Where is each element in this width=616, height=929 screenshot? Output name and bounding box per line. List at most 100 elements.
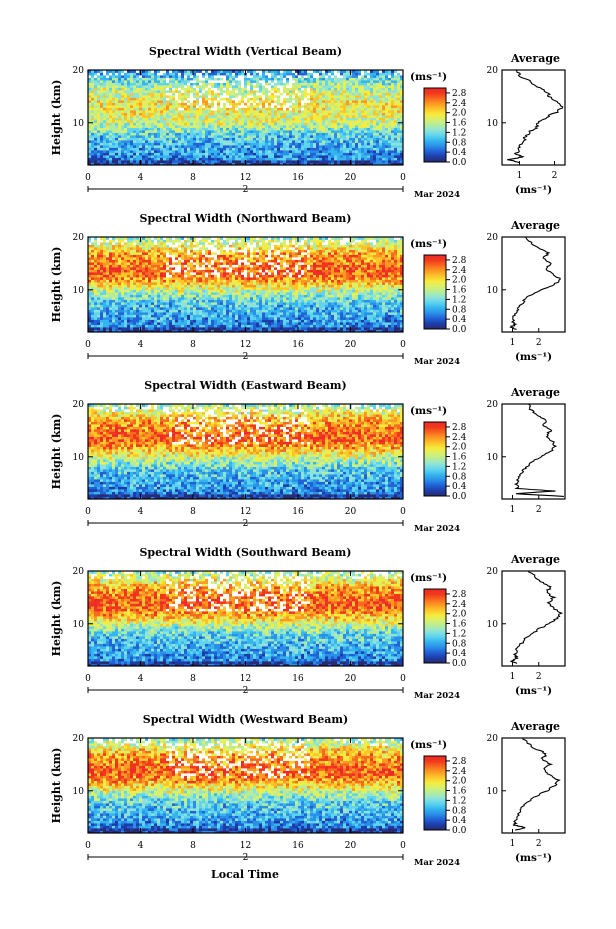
colorbar-tick-label: 0.8	[452, 138, 467, 148]
x-tick-label: 8	[190, 173, 196, 183]
colorbar-tick-label: 2.4	[452, 600, 467, 610]
x-tick-label: 16	[292, 173, 304, 183]
colorbar-tick-label: 2.4	[452, 433, 467, 443]
profile-y-tick-label: 10	[487, 453, 499, 463]
x-tick-label: 0	[85, 841, 91, 851]
y-tick-label: 20	[73, 233, 85, 243]
panel-3: Spectral Width (Eastward Beam)2010Height…	[50, 379, 566, 534]
panel-5: Spectral Width (Westward Beam)2010Height…	[50, 713, 566, 868]
colorbar-tick-label: 2.0	[452, 610, 467, 620]
colorbar	[423, 755, 447, 831]
day-label: 2	[243, 686, 249, 696]
colorbar-unit: (ms⁻¹)	[410, 739, 447, 751]
colorbar-tick-label: 2.8	[452, 256, 467, 266]
x-tick-label: 4	[138, 674, 144, 684]
colorbar	[423, 87, 447, 163]
colorbar-tick-label: 2.8	[452, 423, 467, 433]
profile-y-tick-label: 20	[487, 734, 499, 744]
colorbar-tick-label: 1.6	[452, 453, 467, 463]
profile-y-tick-label: 10	[487, 286, 499, 296]
colorbar-tick-label: 1.2	[452, 629, 466, 639]
profile-x-tick-label: 1	[510, 338, 516, 348]
colorbar-unit: (ms⁻¹)	[410, 71, 447, 83]
profile-title: Average	[510, 219, 560, 232]
x-tick-label: 0	[85, 173, 91, 183]
x-tick-label: 0	[400, 841, 406, 851]
colorbar-tick-label: 2.8	[452, 89, 467, 99]
profile-x-tick-label: 2	[536, 839, 542, 849]
x-tick-label: 4	[138, 340, 144, 350]
profile-frame	[501, 570, 566, 667]
colorbar-tick-label: 1.6	[452, 286, 467, 296]
colorbar-tick-label: 0.4	[452, 315, 467, 325]
y-tick-label: 20	[73, 567, 85, 577]
colorbar-tick-label: 0.0	[452, 158, 467, 168]
day-label: 2	[243, 853, 249, 863]
x-tick-label: 16	[292, 507, 304, 517]
profile-y-tick-label: 10	[487, 119, 499, 129]
colorbar-tick-label: 0.8	[452, 639, 467, 649]
x-tick-label: 16	[292, 340, 304, 350]
x-tick-label: 12	[240, 674, 251, 684]
x-tick-label: 12	[240, 340, 251, 350]
y-tick-label: 20	[73, 734, 85, 744]
y-tick-label: 10	[73, 286, 85, 296]
y-axis-label: Height (km)	[50, 80, 63, 156]
y-tick-label: 10	[73, 620, 85, 630]
x-tick-label: 8	[190, 674, 196, 684]
profile-x-tick-label: 2	[552, 171, 558, 181]
x-tick-label: 4	[138, 173, 144, 183]
colorbar	[423, 421, 447, 497]
average-profile-line	[513, 403, 564, 497]
x-axis-label: Local Time	[211, 868, 279, 881]
y-tick-label: 20	[73, 66, 85, 76]
x-tick-label: 0	[400, 507, 406, 517]
colorbar-tick-label: 1.2	[452, 796, 466, 806]
colorbar-tick-label: 0.0	[452, 659, 467, 669]
y-axis-label: Height (km)	[50, 414, 63, 490]
panel-title: Spectral Width (Eastward Beam)	[144, 379, 346, 392]
x-tick-label: 8	[190, 841, 196, 851]
x-tick-label: 16	[292, 674, 304, 684]
profile-frame	[501, 403, 566, 500]
heatmap	[88, 237, 404, 333]
colorbar-tick-label: 2.0	[452, 109, 467, 119]
day-label: 2	[243, 519, 249, 529]
x-tick-label: 12	[240, 173, 251, 183]
profile-x-tick-label: 2	[536, 505, 542, 515]
y-axis-label: Height (km)	[50, 247, 63, 323]
panel-4: Spectral Width (Southward Beam)2010Heigh…	[50, 546, 566, 701]
colorbar-tick-label: 2.4	[452, 767, 467, 777]
colorbar	[423, 254, 447, 330]
colorbar-tick-label: 2.4	[452, 266, 467, 276]
x-tick-label: 8	[190, 340, 196, 350]
profile-y-tick-label: 20	[487, 400, 499, 410]
x-tick-label: 16	[292, 841, 304, 851]
y-tick-label: 10	[73, 119, 85, 129]
panel-1: Spectral Width (Vertical Beam)2010Height…	[50, 45, 566, 200]
x-tick-label: 8	[190, 507, 196, 517]
colorbar-tick-label: 2.0	[452, 443, 467, 453]
colorbar-tick-label: 0.4	[452, 816, 467, 826]
panel-title: Spectral Width (Vertical Beam)	[149, 45, 342, 58]
colorbar-tick-label: 0.8	[452, 305, 467, 315]
heatmap	[88, 404, 404, 500]
colorbar-tick-label: 0.0	[452, 325, 467, 335]
x-tick-label: 20	[345, 173, 357, 183]
colorbar-tick-label: 2.8	[452, 757, 467, 767]
colorbar-tick-label: 0.8	[452, 472, 467, 482]
heatmap	[88, 70, 404, 166]
x-tick-label: 0	[400, 674, 406, 684]
day-label: 2	[243, 352, 249, 362]
date-label: Mar 2024	[414, 357, 460, 367]
x-tick-label: 4	[138, 507, 144, 517]
profile-x-label: (ms⁻¹)	[515, 685, 552, 697]
colorbar-tick-label: 1.2	[452, 128, 466, 138]
profile-title: Average	[510, 720, 560, 733]
average-profile-line	[512, 737, 561, 831]
x-tick-label: 0	[85, 674, 91, 684]
profile-y-tick-label: 10	[487, 620, 499, 630]
heatmap	[88, 738, 404, 834]
colorbar-tick-label: 2.0	[452, 777, 467, 787]
colorbar-tick-label: 1.2	[452, 462, 466, 472]
